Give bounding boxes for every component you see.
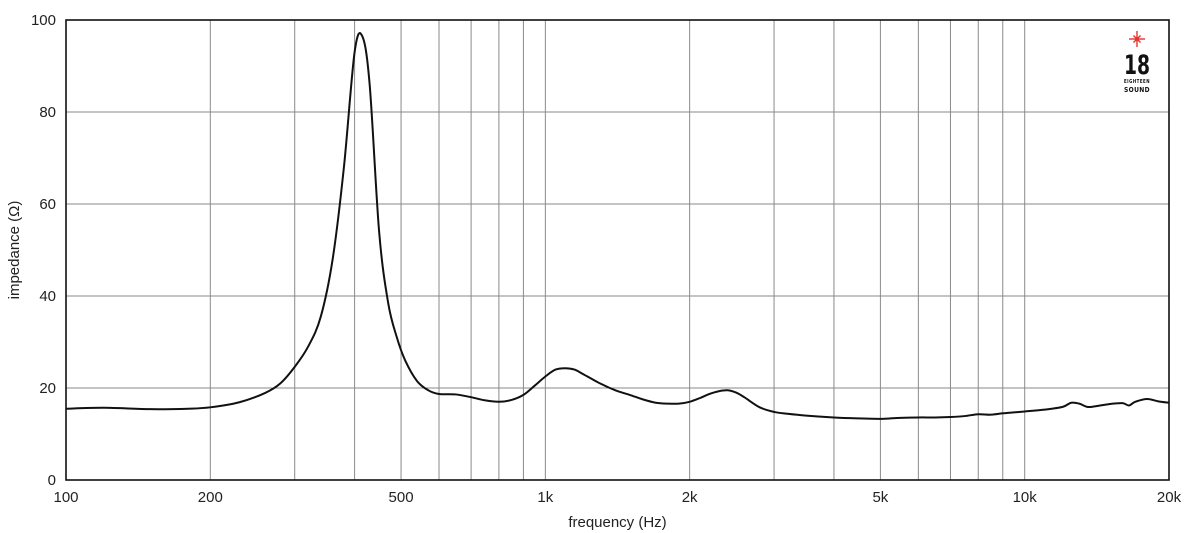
x-tick-label: 500 (389, 489, 414, 506)
x-tick-label: 2k (682, 489, 698, 506)
y-tick-label: 40 (39, 288, 56, 305)
eighteen-sound-logo: 18 EIGHTEEN SOUND (1124, 31, 1150, 94)
x-axis-title: frequency (Hz) (568, 514, 666, 531)
grid (65, 19, 1170, 481)
x-tick-labels: 100 200 500 1k 2k 5k 10k 20k (53, 489, 1181, 506)
y-tick-label: 100 (31, 12, 56, 29)
plot-frame (65, 19, 1170, 481)
star-icon (1129, 31, 1145, 47)
y-tick-label: 60 (39, 196, 56, 213)
y-tick-labels: 0 20 40 60 80 100 (31, 12, 56, 489)
x-tick-label: 100 (53, 489, 78, 506)
logo-sound-text: SOUND (1124, 86, 1150, 94)
y-tick-label: 20 (39, 380, 56, 397)
x-tick-label: 5k (872, 489, 888, 506)
x-tick-label: 1k (537, 489, 553, 506)
y-tick-label: 80 (39, 104, 56, 121)
curve-layer (65, 32, 1170, 420)
logo-number: 18 (1124, 50, 1150, 81)
impedance-curve (65, 32, 1170, 420)
x-tick-label: 20k (1157, 489, 1182, 506)
x-tick-label: 200 (198, 489, 223, 506)
y-tick-label: 0 (48, 472, 56, 489)
y-axis-title: impedance (Ω) (6, 201, 23, 300)
x-tick-label: 10k (1013, 489, 1038, 506)
logo-eighteen-text: EIGHTEEN (1124, 79, 1150, 85)
